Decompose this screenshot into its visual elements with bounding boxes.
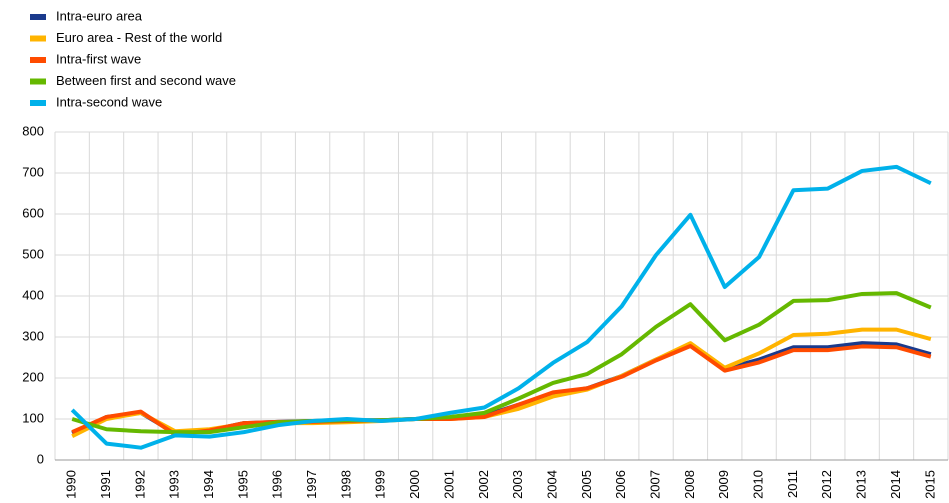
x-tick-label: 2006 — [613, 470, 628, 499]
series-line — [71, 291, 932, 435]
x-tick-label: 2010 — [751, 470, 766, 499]
legend-swatch — [30, 100, 46, 106]
legend-label: Intra-euro area — [56, 8, 143, 23]
y-tick-label: 800 — [22, 123, 44, 138]
y-tick-label: 100 — [22, 410, 44, 425]
x-tick-label: 2003 — [510, 470, 525, 499]
x-tick-label: 2004 — [544, 470, 559, 499]
x-tick-label: 2000 — [407, 470, 422, 499]
x-tick-label: 1993 — [167, 470, 182, 499]
x-tick-label: 1995 — [235, 470, 250, 499]
y-tick-label: 300 — [22, 328, 44, 343]
x-tick-label: 2001 — [441, 470, 456, 499]
series-line — [71, 344, 932, 437]
x-tick-label: 2007 — [647, 470, 662, 499]
x-tick-label: 2008 — [682, 470, 697, 499]
x-tick-label: 1990 — [64, 470, 79, 499]
y-tick-label: 0 — [37, 451, 44, 466]
y-tick-label: 200 — [22, 369, 44, 384]
x-tick-label: 2013 — [854, 470, 869, 499]
x-tick-label: 1997 — [304, 470, 319, 499]
x-tick-label: 1999 — [373, 470, 388, 499]
legend-swatch — [30, 57, 46, 63]
x-tick-label: 1991 — [98, 470, 113, 499]
x-tick-label: 1996 — [270, 470, 285, 499]
y-tick-label: 600 — [22, 205, 44, 220]
legend-label: Between first and second wave — [56, 73, 236, 88]
y-tick-label: 700 — [22, 164, 44, 179]
y-tick-label: 500 — [22, 246, 44, 261]
x-tick-label: 2002 — [476, 470, 491, 499]
legend-swatch — [30, 35, 46, 42]
x-tick-label: 1998 — [338, 470, 353, 499]
series-line — [70, 164, 932, 450]
x-tick-label: 1992 — [132, 470, 147, 499]
legend-label: Intra-second wave — [56, 94, 162, 109]
x-tick-label: 2014 — [888, 470, 903, 499]
x-tick-label: 1994 — [201, 470, 216, 499]
x-tick-label: 2005 — [579, 470, 594, 499]
legend-swatch — [30, 78, 46, 85]
legend-label: Euro area - Rest of the world — [56, 30, 222, 45]
x-tick-label: 2012 — [819, 470, 834, 499]
x-tick-label: 2011 — [785, 470, 800, 498]
x-tick-label: 2015 — [922, 470, 937, 499]
x-tick-label: 2009 — [716, 470, 731, 499]
legend-swatch — [30, 14, 46, 20]
y-tick-label: 400 — [22, 287, 44, 302]
legend-label: Intra-first wave — [56, 51, 141, 66]
